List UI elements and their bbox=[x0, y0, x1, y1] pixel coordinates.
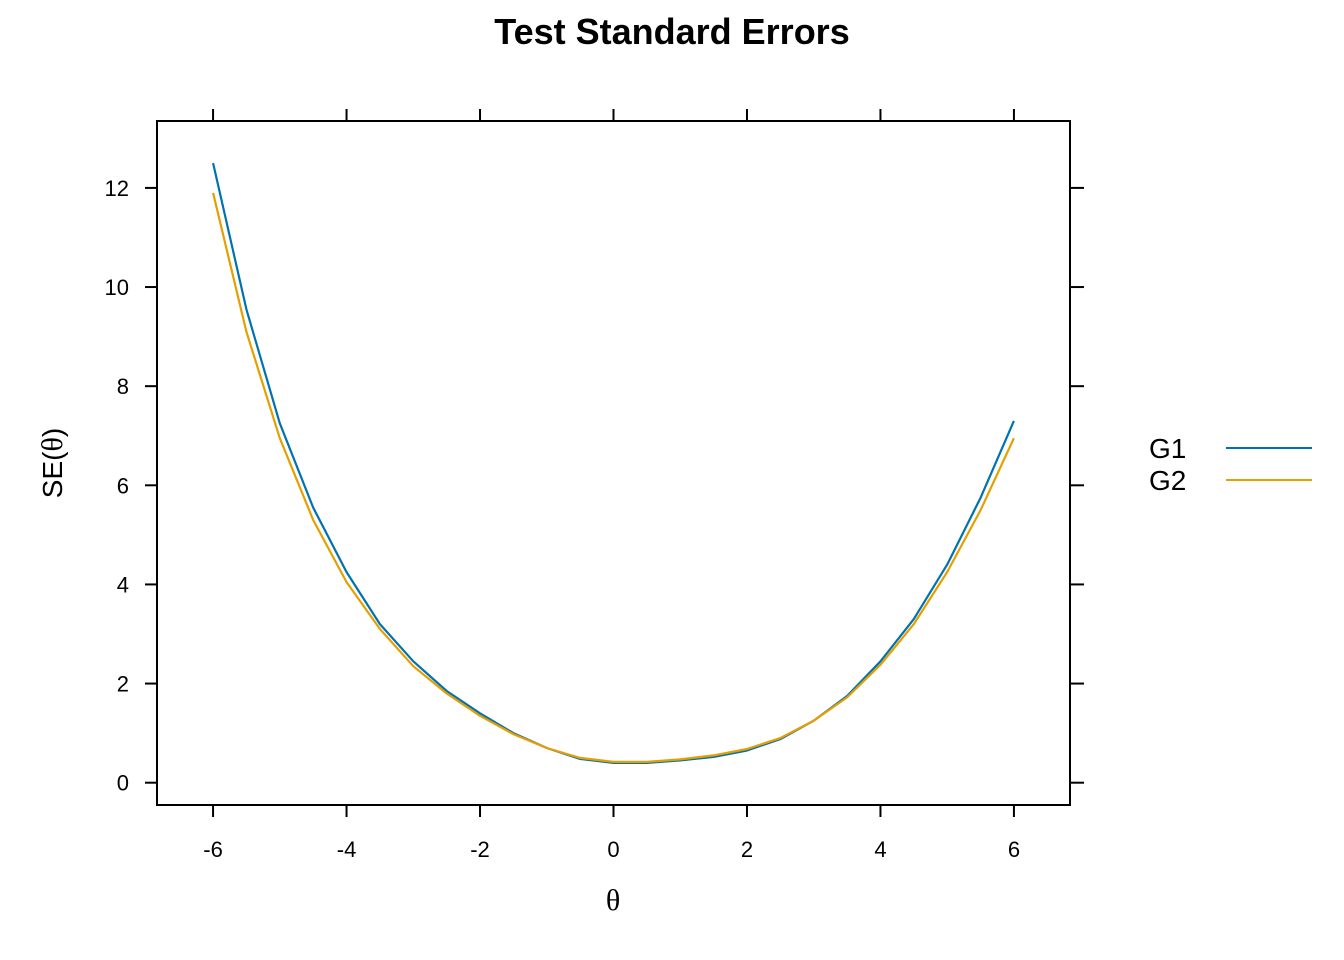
series-line-g2 bbox=[212, 192, 1015, 764]
series-line-g1 bbox=[212, 162, 1015, 765]
chart-title: Test Standard Errors bbox=[494, 11, 849, 52]
y-axis-label-prefix: SE( bbox=[37, 451, 68, 498]
y-axis-left: 0 2 4 6 8 10 12 bbox=[105, 176, 157, 796]
y-axis-right bbox=[1070, 186, 1084, 784]
x-tick-label: 4 bbox=[874, 837, 886, 862]
x-tick-label: 0 bbox=[607, 837, 619, 862]
y-tick-label: 2 bbox=[117, 672, 129, 697]
x-axis-top bbox=[212, 109, 1015, 121]
x-tick-label: -2 bbox=[470, 837, 490, 862]
y-tick-label: 8 bbox=[117, 374, 129, 399]
x-tick-label: 6 bbox=[1008, 837, 1020, 862]
series-lines bbox=[212, 162, 1015, 765]
x-tick-label: -4 bbox=[337, 837, 357, 862]
y-axis-label-theta: θ bbox=[36, 437, 69, 451]
x-axis-label: θ bbox=[606, 884, 620, 917]
x-axis-bottom: -6 -4 -2 0 2 4 6 bbox=[203, 805, 1020, 862]
legend-label-g1: G1 bbox=[1149, 433, 1186, 464]
x-tick-label: -6 bbox=[203, 837, 223, 862]
y-tick-label: 4 bbox=[117, 572, 129, 597]
x-tick-label: 2 bbox=[741, 837, 753, 862]
y-axis-label-suffix: ) bbox=[37, 428, 68, 437]
y-tick-label: 0 bbox=[117, 771, 129, 796]
svg-text:SE(θ): SE(θ) bbox=[36, 428, 69, 498]
y-tick-label: 6 bbox=[117, 473, 129, 498]
y-tick-label: 10 bbox=[105, 275, 129, 300]
y-tick-label: 12 bbox=[105, 176, 129, 201]
y-axis-label: SE(θ) bbox=[36, 428, 69, 498]
plot-frame bbox=[156, 120, 1071, 806]
legend-label-g2: G2 bbox=[1149, 465, 1186, 496]
